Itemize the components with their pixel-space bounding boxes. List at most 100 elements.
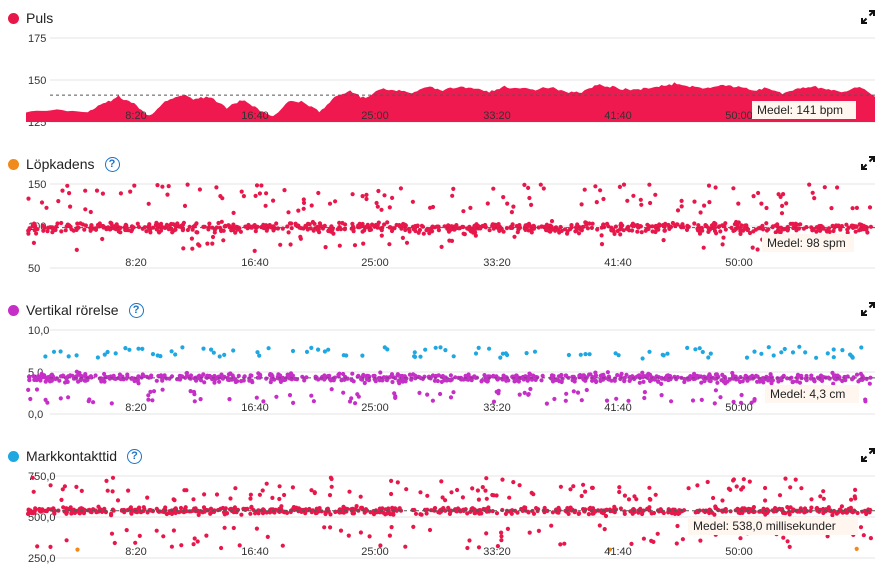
y-tick-label: 750,0: [28, 471, 56, 483]
data-point: [433, 345, 438, 350]
data-point: [222, 352, 227, 357]
data-point: [655, 531, 660, 536]
data-point: [793, 477, 798, 482]
data-point: [545, 508, 550, 513]
data-point: [148, 389, 153, 394]
expand-icon[interactable]: [861, 10, 875, 24]
data-point: [858, 525, 864, 530]
data-point: [651, 510, 657, 516]
y-tick-label: 10,0: [28, 325, 49, 337]
data-point: [526, 228, 531, 233]
data-point: [181, 246, 186, 251]
data-point: [587, 352, 592, 357]
data-point: [764, 221, 769, 226]
data-point: [340, 220, 345, 226]
data-point: [154, 220, 159, 225]
data-point: [705, 479, 710, 485]
data-point: [43, 508, 48, 513]
data-point: [329, 387, 334, 392]
help-icon[interactable]: ?: [127, 448, 143, 464]
data-point: [461, 209, 466, 214]
data-point: [692, 371, 697, 376]
data-point: [460, 224, 465, 229]
data-point: [575, 390, 581, 395]
data-point: [854, 546, 859, 551]
data-point: [201, 346, 206, 351]
data-point: [328, 525, 333, 530]
data-point: [861, 533, 866, 538]
data-point: [566, 511, 571, 516]
help-icon[interactable]: ?: [104, 156, 120, 172]
data-point: [476, 497, 481, 502]
data-point: [676, 511, 681, 516]
data-point: [657, 222, 662, 227]
data-point: [197, 243, 202, 248]
data-point: [74, 369, 79, 374]
data-point: [845, 230, 850, 235]
data-point: [109, 401, 114, 406]
data-point: [351, 229, 356, 234]
data-point: [746, 227, 751, 232]
data-point: [857, 228, 862, 233]
data-point: [559, 372, 564, 378]
data-point: [697, 346, 702, 351]
data-point: [418, 490, 423, 495]
data-point: [326, 228, 331, 233]
data-point: [798, 222, 803, 227]
data-point: [140, 346, 145, 351]
data-point: [192, 536, 197, 541]
data-point: [640, 356, 645, 361]
data-point: [679, 198, 684, 203]
data-point: [107, 376, 112, 381]
data-point: [413, 224, 418, 229]
data-point: [254, 183, 260, 188]
data-point: [251, 507, 256, 512]
data-point: [658, 507, 663, 512]
data-point: [499, 530, 504, 535]
data-point: [830, 370, 835, 375]
data-point: [582, 187, 587, 192]
data-point: [484, 496, 489, 501]
data-point: [576, 231, 582, 236]
expand-icon[interactable]: [861, 302, 875, 316]
data-point: [323, 511, 328, 517]
expand-icon[interactable]: [861, 156, 875, 170]
data-point: [473, 351, 479, 356]
data-point: [647, 349, 652, 354]
data-point: [594, 200, 599, 205]
help-icon[interactable]: ?: [128, 302, 144, 318]
data-point: [573, 508, 578, 513]
data-point: [656, 227, 661, 232]
data-point: [637, 373, 642, 378]
data-point: [714, 372, 720, 377]
data-point: [179, 509, 184, 514]
data-point: [495, 544, 500, 549]
data-point: [766, 509, 771, 514]
data-point: [180, 223, 185, 228]
data-point: [566, 352, 572, 358]
data-point: [617, 485, 622, 490]
data-point: [525, 222, 530, 227]
data-point: [327, 201, 333, 206]
data-point: [388, 512, 393, 517]
data-point: [166, 184, 171, 189]
data-point: [48, 544, 53, 549]
data-point: [711, 495, 716, 501]
data-point: [316, 190, 321, 196]
data-point: [397, 381, 402, 386]
data-point: [61, 505, 66, 510]
data-point: [761, 376, 766, 381]
data-point: [443, 348, 448, 353]
data-point: [620, 223, 625, 228]
data-point: [202, 380, 207, 385]
data-point: [323, 245, 328, 250]
data-point: [220, 196, 225, 201]
data-point: [280, 543, 285, 548]
data-point: [795, 375, 800, 380]
data-point: [29, 511, 34, 516]
data-point: [167, 223, 173, 228]
data-point: [75, 547, 80, 552]
data-point: [690, 398, 696, 403]
expand-icon[interactable]: [861, 448, 875, 462]
data-point: [612, 231, 617, 236]
